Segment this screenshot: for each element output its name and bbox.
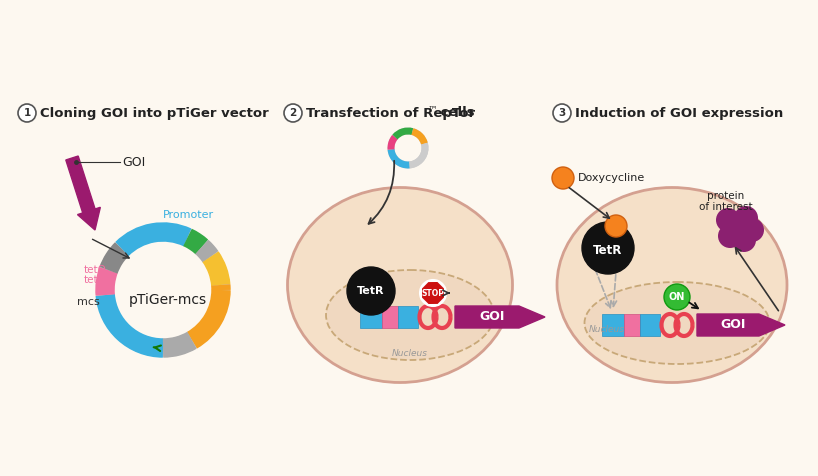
Text: Doxycycline: Doxycycline	[578, 173, 645, 183]
Circle shape	[734, 206, 758, 230]
Circle shape	[726, 216, 750, 240]
Text: GOI: GOI	[122, 156, 146, 169]
Text: protein: protein	[708, 191, 744, 201]
Circle shape	[553, 104, 571, 122]
Text: GOI: GOI	[721, 318, 746, 331]
Text: 3: 3	[559, 108, 565, 118]
Text: GOI: GOI	[479, 310, 505, 324]
Text: Induction of GOI expression: Induction of GOI expression	[575, 107, 784, 119]
FancyArrow shape	[65, 156, 101, 230]
Circle shape	[716, 208, 740, 232]
Circle shape	[664, 284, 690, 310]
Bar	[624, 314, 640, 336]
Text: 1: 1	[24, 108, 30, 118]
Text: pTiGer-mcs: pTiGer-mcs	[129, 293, 207, 307]
Text: Nucleus: Nucleus	[392, 348, 428, 357]
Text: TetR: TetR	[593, 244, 622, 257]
Text: of interest: of interest	[699, 202, 753, 212]
Circle shape	[18, 104, 36, 122]
Text: Transfection of RepTor: Transfection of RepTor	[306, 107, 475, 119]
Ellipse shape	[287, 188, 513, 383]
Ellipse shape	[585, 282, 770, 364]
Ellipse shape	[326, 270, 494, 360]
Bar	[398, 306, 418, 328]
Bar	[382, 306, 398, 328]
Circle shape	[582, 222, 634, 274]
Text: STOP: STOP	[421, 288, 444, 298]
Text: Promoter: Promoter	[163, 210, 213, 220]
Text: 2: 2	[290, 108, 297, 118]
Polygon shape	[421, 281, 445, 305]
Circle shape	[552, 167, 574, 189]
Text: ™: ™	[428, 104, 438, 114]
Text: tetO: tetO	[84, 275, 107, 285]
Bar	[360, 306, 382, 328]
Bar	[602, 314, 624, 336]
Circle shape	[347, 267, 395, 315]
Text: tetO: tetO	[84, 265, 107, 275]
Text: TetR: TetR	[357, 286, 384, 296]
Circle shape	[718, 224, 742, 248]
FancyArrow shape	[697, 314, 785, 336]
Text: Nucleus: Nucleus	[589, 325, 625, 334]
Circle shape	[284, 104, 302, 122]
Text: ON: ON	[669, 292, 685, 302]
Text: Cloning GOI into pTiGer vector: Cloning GOI into pTiGer vector	[40, 107, 269, 119]
Circle shape	[740, 218, 764, 242]
Text: cells: cells	[436, 107, 474, 119]
Circle shape	[420, 280, 446, 306]
Circle shape	[732, 228, 756, 252]
Ellipse shape	[557, 188, 787, 383]
FancyArrow shape	[455, 306, 545, 328]
Text: mcs: mcs	[77, 297, 100, 307]
Bar	[640, 314, 660, 336]
Circle shape	[605, 215, 627, 237]
